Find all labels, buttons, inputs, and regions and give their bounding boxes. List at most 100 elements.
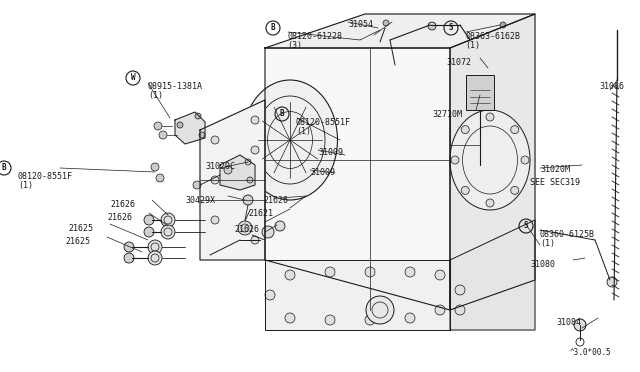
Text: (1): (1) xyxy=(18,181,33,190)
Circle shape xyxy=(251,146,259,154)
Circle shape xyxy=(511,126,519,134)
Circle shape xyxy=(238,221,252,235)
Circle shape xyxy=(365,315,375,325)
Circle shape xyxy=(144,215,154,225)
Polygon shape xyxy=(200,100,265,260)
Circle shape xyxy=(161,213,175,227)
Circle shape xyxy=(243,195,253,205)
Circle shape xyxy=(199,132,205,138)
Circle shape xyxy=(124,253,134,263)
Text: SEE SEC319: SEE SEC319 xyxy=(530,178,580,187)
Text: 08360-6125B: 08360-6125B xyxy=(540,230,595,239)
Text: 08120-8551F: 08120-8551F xyxy=(296,118,351,127)
Text: S: S xyxy=(524,221,528,231)
Circle shape xyxy=(428,22,436,30)
Text: (1): (1) xyxy=(465,41,480,50)
Text: (1): (1) xyxy=(540,239,555,248)
Text: 31084: 31084 xyxy=(556,318,581,327)
Text: 31020M: 31020M xyxy=(540,165,570,174)
Text: 31072: 31072 xyxy=(446,58,471,67)
FancyBboxPatch shape xyxy=(466,75,494,110)
Text: 21621: 21621 xyxy=(248,209,273,218)
Circle shape xyxy=(486,199,494,207)
Text: 30429X: 30429X xyxy=(185,196,215,205)
Circle shape xyxy=(161,225,175,239)
Polygon shape xyxy=(265,14,535,48)
Circle shape xyxy=(461,186,469,195)
Circle shape xyxy=(511,186,519,195)
Circle shape xyxy=(154,122,162,130)
Circle shape xyxy=(247,177,253,183)
Circle shape xyxy=(151,163,159,171)
Circle shape xyxy=(285,313,295,323)
Circle shape xyxy=(383,20,389,26)
Text: B: B xyxy=(271,23,275,32)
Text: 08363-6162B: 08363-6162B xyxy=(465,32,520,41)
Circle shape xyxy=(195,113,201,119)
Circle shape xyxy=(156,174,164,182)
Circle shape xyxy=(521,156,529,164)
Text: (1): (1) xyxy=(148,91,163,100)
Text: B: B xyxy=(2,164,6,173)
Circle shape xyxy=(461,126,469,134)
Circle shape xyxy=(285,270,295,280)
Circle shape xyxy=(325,315,335,325)
Circle shape xyxy=(177,122,183,128)
Circle shape xyxy=(435,270,445,280)
Circle shape xyxy=(265,290,275,300)
Circle shape xyxy=(159,131,167,139)
Text: W: W xyxy=(131,74,135,83)
Text: (3): (3) xyxy=(287,41,302,50)
Text: 21625: 21625 xyxy=(65,237,90,246)
Text: 31009: 31009 xyxy=(318,148,343,157)
Text: 21625: 21625 xyxy=(68,224,93,233)
Circle shape xyxy=(148,240,162,254)
Polygon shape xyxy=(450,14,535,310)
Circle shape xyxy=(365,267,375,277)
Text: (1): (1) xyxy=(296,127,311,136)
Circle shape xyxy=(275,221,285,231)
Polygon shape xyxy=(265,48,450,310)
Text: B: B xyxy=(280,109,284,119)
Text: 31020C: 31020C xyxy=(205,162,235,171)
Text: 31086: 31086 xyxy=(599,82,624,91)
Text: ^3.0*00.5: ^3.0*00.5 xyxy=(570,348,612,357)
Circle shape xyxy=(245,159,251,165)
Text: 21626: 21626 xyxy=(110,200,135,209)
Text: S: S xyxy=(449,23,453,32)
Text: 32710M: 32710M xyxy=(432,110,462,119)
Polygon shape xyxy=(265,260,450,330)
Text: 08120-61228: 08120-61228 xyxy=(287,32,342,41)
Circle shape xyxy=(405,313,415,323)
Text: 21626: 21626 xyxy=(263,196,288,205)
Text: 21626: 21626 xyxy=(107,213,132,222)
Circle shape xyxy=(251,236,259,244)
Text: 08120-8551F: 08120-8551F xyxy=(18,172,73,181)
Circle shape xyxy=(144,227,154,237)
Circle shape xyxy=(500,22,506,28)
Text: 21626: 21626 xyxy=(234,225,259,234)
Circle shape xyxy=(435,305,445,315)
Circle shape xyxy=(262,226,274,238)
Circle shape xyxy=(486,113,494,121)
Text: 31009: 31009 xyxy=(310,168,335,177)
Circle shape xyxy=(224,166,232,174)
Polygon shape xyxy=(450,220,535,330)
Polygon shape xyxy=(175,112,205,144)
Circle shape xyxy=(405,267,415,277)
Polygon shape xyxy=(220,155,255,190)
Circle shape xyxy=(148,251,162,265)
Text: 31080: 31080 xyxy=(530,260,555,269)
Circle shape xyxy=(211,216,219,224)
Circle shape xyxy=(574,319,586,331)
Circle shape xyxy=(193,181,201,189)
Text: 31054: 31054 xyxy=(348,20,373,29)
Ellipse shape xyxy=(450,110,530,210)
Circle shape xyxy=(607,277,617,287)
Circle shape xyxy=(251,116,259,124)
Circle shape xyxy=(325,267,335,277)
Circle shape xyxy=(211,176,219,184)
Circle shape xyxy=(451,156,459,164)
Text: 08915-1381A: 08915-1381A xyxy=(148,82,203,91)
Circle shape xyxy=(366,296,394,324)
